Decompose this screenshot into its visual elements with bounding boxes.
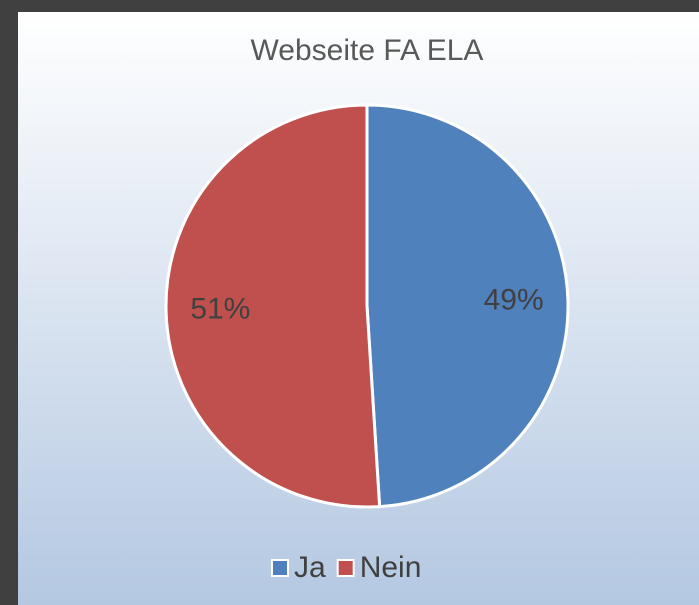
- legend-label: Nein: [360, 551, 422, 584]
- pie-slice: [365, 103, 570, 509]
- pie-slice: [164, 103, 382, 509]
- data-label: 51%: [190, 293, 250, 326]
- legend-swatch: [336, 559, 355, 577]
- legend-label: Ja: [294, 551, 326, 584]
- legend-swatch: [271, 559, 289, 577]
- data-label: 49%: [484, 283, 544, 316]
- chart-title: Webseite FA ELA: [251, 34, 484, 67]
